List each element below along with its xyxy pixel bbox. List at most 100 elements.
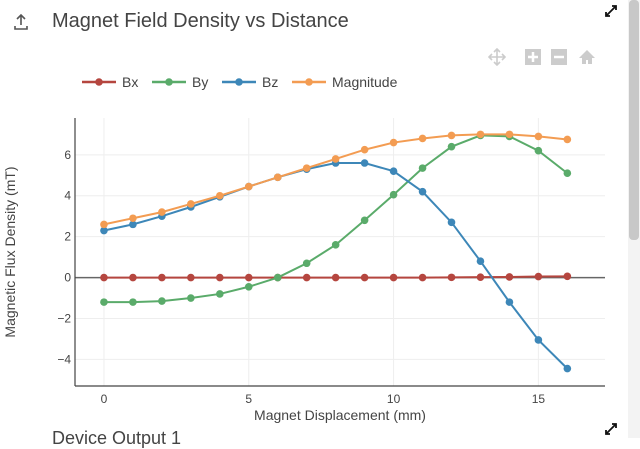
- data-point-bz: [476, 257, 485, 266]
- series-line-magnitude: [103, 133, 568, 226]
- data-point-by: [447, 142, 456, 151]
- data-point-magnitude: [331, 155, 340, 163]
- legend-marker: [95, 78, 103, 86]
- data-point-bx: [418, 273, 427, 282]
- data-point-bx: [244, 273, 253, 282]
- data-point-magnitude: [100, 220, 108, 229]
- legend-label: Magnitude: [332, 74, 398, 90]
- data-point-magnitude: [447, 131, 456, 140]
- data-point-by: [360, 216, 369, 225]
- x-tick-label: 0: [101, 392, 108, 406]
- data-point-bz: [418, 187, 427, 196]
- home-icon[interactable]: [578, 48, 596, 66]
- data-point-bz: [389, 167, 398, 175]
- data-point-bx: [187, 273, 195, 282]
- data-point-bz: [129, 220, 137, 229]
- legend-label: Bz: [262, 74, 278, 90]
- scrollbar[interactable]: [628, 0, 640, 438]
- data-point-bz: [100, 226, 108, 235]
- series-line-bz: [103, 162, 569, 370]
- expand-icon[interactable]: [604, 4, 618, 18]
- data-point-bx: [505, 273, 514, 281]
- zoom-out-icon[interactable]: [550, 48, 568, 66]
- chart-toolbar: [488, 48, 596, 66]
- chart-title: Magnet Field Density vs Distance: [52, 10, 349, 32]
- data-point-bx: [100, 273, 108, 282]
- data-point-magnitude: [302, 164, 311, 172]
- series: [100, 130, 572, 373]
- data-point-by: [273, 273, 282, 282]
- data-point-bx: [216, 273, 224, 282]
- legend-marker: [165, 78, 173, 86]
- data-point-magnitude: [534, 132, 543, 141]
- next-panel-title: Device Output 1: [52, 428, 182, 448]
- data-point-magnitude: [216, 191, 224, 200]
- data-point-bx: [563, 272, 572, 281]
- y-tick-label: 2: [64, 230, 71, 244]
- chart: Bx By Bz Magnitude 0 5 10 15 −4 −2 0 2 4 6 Magnet Di…: [2, 74, 605, 423]
- data-point-bz: [360, 159, 369, 167]
- data-point-bz: [447, 218, 456, 227]
- data-point-by: [302, 259, 311, 268]
- y-tick-label: −4: [57, 352, 71, 366]
- data-point-magnitude: [158, 208, 166, 216]
- legend-item-bz[interactable]: Bz: [222, 74, 278, 90]
- data-point-bx: [302, 273, 311, 282]
- data-point-bx: [360, 273, 369, 282]
- data-point-bx: [447, 273, 456, 282]
- y-tick-label: 6: [64, 148, 71, 162]
- data-point-bx: [476, 273, 485, 281]
- data-point-magnitude: [476, 130, 485, 139]
- data-point-bz: [505, 298, 514, 306]
- y-axis-label: Magnetic Flux Density (mT): [2, 166, 18, 337]
- data-point-by: [418, 164, 427, 172]
- data-point-by: [158, 297, 166, 305]
- data-point-by: [100, 298, 108, 306]
- data-point-magnitude: [389, 138, 398, 147]
- legend-item-by[interactable]: By: [152, 74, 208, 90]
- legend-item-magnitude[interactable]: Magnitude: [292, 74, 398, 90]
- y-tick-label: 4: [64, 189, 71, 203]
- data-point-magnitude: [505, 130, 514, 139]
- data-point-by: [187, 294, 195, 302]
- data-point-bz: [563, 364, 572, 373]
- grid: [75, 118, 605, 386]
- data-point-by: [331, 241, 340, 249]
- data-point-by: [244, 282, 253, 291]
- data-point-bz: [534, 336, 543, 344]
- data-point-by: [216, 290, 224, 298]
- legend-marker: [235, 78, 243, 86]
- data-point-magnitude: [244, 182, 253, 191]
- x-tick-label: 15: [532, 392, 546, 406]
- y-tick-label: 0: [64, 271, 71, 285]
- x-tick-label: 10: [387, 392, 401, 406]
- scrollbar-thumb[interactable]: [629, 0, 639, 240]
- data-point-by: [534, 146, 543, 155]
- legend-label: Bx: [122, 74, 138, 90]
- data-point-magnitude: [187, 200, 195, 208]
- x-axis-label: Magnet Displacement (mm): [254, 407, 426, 423]
- pan-icon[interactable]: [488, 48, 506, 66]
- data-point-magnitude: [129, 214, 137, 223]
- expand-icon[interactable]: [604, 422, 618, 436]
- zoom-in-icon[interactable]: [524, 48, 542, 66]
- data-point-bx: [534, 272, 543, 281]
- data-point-by: [563, 169, 572, 178]
- data-point-magnitude: [360, 145, 369, 154]
- legend-marker: [305, 78, 313, 86]
- data-point-bx: [129, 273, 137, 282]
- data-point-magnitude: [563, 135, 572, 144]
- data-point-bx: [331, 273, 340, 282]
- x-tick-label: 5: [245, 392, 252, 406]
- y-tick-label: −2: [57, 311, 71, 325]
- data-point-by: [389, 190, 398, 199]
- legend: Bx By Bz Magnitude: [82, 74, 398, 90]
- data-point-bx: [158, 273, 166, 282]
- data-point-magnitude: [418, 134, 427, 143]
- upload-icon[interactable]: [12, 12, 30, 32]
- data-point-bx: [389, 273, 398, 282]
- data-point-magnitude: [273, 173, 282, 182]
- legend-item-bx[interactable]: Bx: [82, 74, 138, 90]
- data-point-by: [129, 298, 137, 306]
- legend-label: By: [192, 74, 208, 90]
